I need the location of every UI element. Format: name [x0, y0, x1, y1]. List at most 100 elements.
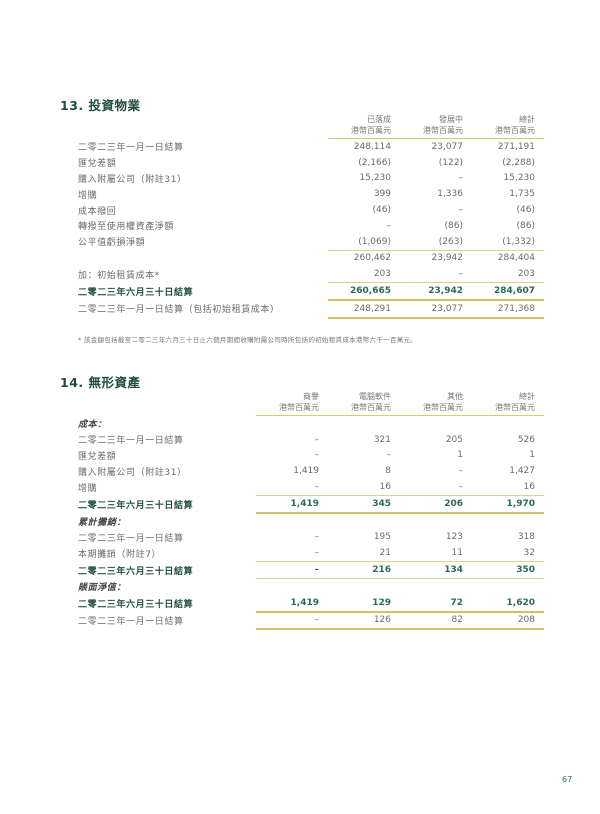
- column-unit: 港幣百萬元: [351, 126, 391, 135]
- column-header: 商譽港幣百萬元: [256, 391, 328, 416]
- table-row: 增購 – 16 – 16: [78, 479, 544, 495]
- column-header: 電腦軟件港幣百萬元: [328, 391, 400, 416]
- cell-value: 318: [517, 532, 535, 543]
- column-header: 總計港幣百萬元: [472, 114, 544, 139]
- cell-value: [472, 513, 544, 530]
- cell-value: 205: [445, 434, 463, 445]
- cell-value: –: [314, 482, 320, 493]
- row-label: 二零二三年一月一日結算: [78, 436, 184, 447]
- column-unit: 港幣百萬元: [423, 126, 463, 135]
- cell-value: [472, 578, 544, 594]
- intangible-assets-table: 商譽 港幣百萬元 電腦軟件 港幣百萬元 其他 港幣百萬元 總計 港幣百萬元 成本： 二零二三年一月…: [78, 391, 544, 631]
- cell-value: 203: [373, 269, 391, 280]
- row-label: 購入附屬公司（附註31）: [78, 174, 187, 185]
- cell-value: 23,942: [400, 282, 472, 301]
- cell-value: 271,191: [497, 141, 535, 152]
- cell-value: (1,069): [358, 236, 391, 247]
- cell-value: 32: [523, 548, 535, 559]
- cell-value: –: [458, 173, 464, 184]
- cell-value: 1,970: [472, 494, 544, 514]
- row-label: 二零二三年六月三十日結算: [78, 500, 194, 511]
- cell-value: [400, 513, 472, 530]
- cell-value: 248,291: [328, 299, 400, 319]
- cell-value: [256, 578, 328, 594]
- row-label: 公平值虧損淨額: [78, 238, 146, 249]
- cell-value: (2,288): [502, 157, 535, 168]
- cell-value: 123: [445, 532, 463, 543]
- row-label: 二零二三年六月三十日結算: [78, 287, 194, 298]
- cell-value: 129: [328, 594, 400, 613]
- cell-value: 260,665: [328, 282, 400, 301]
- column-name: 其他: [447, 392, 463, 401]
- column-header: 發展中 港幣百萬元: [400, 114, 472, 139]
- cell-value: 350: [472, 561, 544, 579]
- column-name: 總計: [519, 392, 535, 401]
- cell-value: 1,427: [509, 466, 535, 477]
- table-row: 累計攤銷：: [78, 513, 544, 530]
- page-number: 67: [562, 775, 573, 784]
- cell-value: (122): [438, 157, 463, 168]
- cell-value: 23,077: [431, 141, 464, 152]
- row-label: 加：初始租賃成本*: [78, 271, 160, 282]
- row-label: 增購: [78, 483, 98, 494]
- cell-value: 23,942: [400, 249, 472, 267]
- cell-value: 1,419: [256, 594, 328, 613]
- cell-value: (2,166): [358, 157, 391, 168]
- cell-value: 134: [400, 561, 472, 579]
- table-row: 二零二三年六月三十日結算 260,665 23,942 284,607: [78, 282, 544, 301]
- table-row: 匯兌差額 (2,166) (122) (2,288): [78, 155, 544, 171]
- row-label: 二零二三年六月三十日結算: [78, 599, 194, 610]
- column-name: 商譽: [303, 392, 319, 401]
- row-label: 賬面淨值：: [78, 583, 127, 594]
- column-unit: 港幣百萬元: [351, 403, 391, 412]
- cell-value: –: [386, 220, 392, 231]
- cell-value: 284,607: [472, 282, 544, 301]
- table-row: 加：初始租賃成本* 203 – 203: [78, 266, 544, 282]
- table-row: 增購 399 1,336 1,735: [78, 186, 544, 202]
- header-spacer: [78, 391, 256, 416]
- cell-value: 260,462: [328, 249, 400, 267]
- table-row: 二零二三年一月一日結算 – 195 123 318: [78, 530, 544, 546]
- cell-value: 16: [379, 482, 391, 493]
- cell-value: –: [314, 532, 320, 543]
- cell-value: 15,230: [359, 173, 392, 184]
- table-row: 二零二三年六月三十日結算 1,419 129 72 1,620: [78, 594, 544, 613]
- column-unit: 港幣百萬元: [495, 126, 535, 135]
- table-row: 匯兌差額 – – 1 1: [78, 448, 544, 464]
- column-header: 已落成 港幣百萬元: [328, 114, 400, 139]
- cell-value: –: [314, 450, 320, 461]
- cell-value: 82: [400, 611, 472, 631]
- cell-value: 271,368: [472, 299, 544, 319]
- cell-value: 216: [328, 561, 400, 579]
- cell-value: 8: [385, 466, 391, 477]
- cell-value: 248,114: [353, 141, 391, 152]
- cell-value: –: [458, 205, 464, 216]
- cell-value: –: [314, 548, 320, 559]
- cell-value: 195: [373, 532, 391, 543]
- table-row: 購入附屬公司（附註31） 1,419 8 – 1,427: [78, 463, 544, 479]
- cell-value: 21: [379, 548, 391, 559]
- cell-value: (86): [516, 220, 535, 231]
- cell-value: –: [458, 482, 464, 493]
- cell-value: 16: [523, 482, 535, 493]
- cell-value: –: [386, 450, 392, 461]
- table-row: 二零二三年一月一日結算 –126 82 208: [78, 611, 544, 631]
- column-unit: 港幣百萬元: [279, 403, 319, 412]
- row-label: 本期攤銷（附註7）: [78, 550, 162, 561]
- row-label: 匯兌差額: [78, 159, 117, 170]
- cell-value: 1,336: [437, 189, 463, 200]
- cell-value: [400, 578, 472, 594]
- cell-value: [328, 513, 400, 530]
- cell-value: –: [256, 611, 328, 631]
- cell-value: –: [256, 561, 328, 579]
- cell-value: 1,419: [293, 466, 319, 477]
- row-label: 購入附屬公司（附註31）: [78, 467, 187, 478]
- column-name: 電腦軟件: [359, 392, 391, 401]
- row-label: 累計攤銷：: [78, 517, 127, 528]
- cell-value: [256, 513, 328, 530]
- row-label: 二零二三年一月一日結算: [78, 616, 184, 627]
- row-label: 二零二三年一月一日結算（包括初始租賃成本）: [78, 305, 280, 316]
- cell-value: 206: [400, 494, 472, 514]
- cell-value: [328, 416, 400, 432]
- column-name: 總計: [519, 115, 535, 124]
